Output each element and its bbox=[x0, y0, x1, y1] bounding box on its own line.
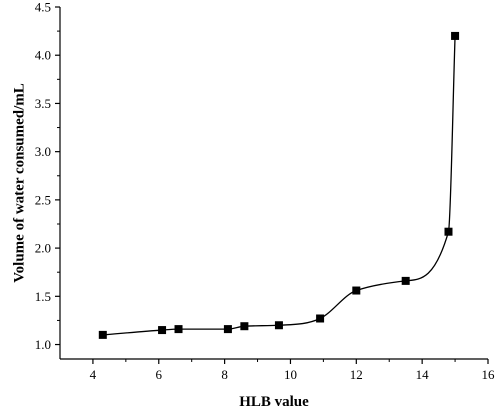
data-point-marker bbox=[240, 322, 249, 331]
data-point-marker bbox=[316, 314, 325, 323]
data-point-marker bbox=[174, 325, 183, 334]
y-tick-label: 3.5 bbox=[35, 96, 51, 111]
data-point-marker bbox=[444, 227, 453, 236]
data-point-marker bbox=[274, 321, 283, 330]
series-line bbox=[102, 35, 456, 336]
data-point-marker bbox=[352, 286, 361, 295]
data-point-marker bbox=[223, 325, 232, 334]
y-tick-label: 3.0 bbox=[35, 144, 51, 159]
x-axis-title: HLB value bbox=[239, 394, 309, 410]
x-tick-label: 8 bbox=[221, 367, 228, 382]
x-tick-label: 4 bbox=[90, 367, 97, 382]
y-tick-label: 1.0 bbox=[35, 337, 51, 352]
x-axis-ticks: 4 6 8 10 12 14 16 bbox=[90, 359, 495, 382]
x-tick-label: 14 bbox=[416, 367, 430, 382]
x-tick-label: 16 bbox=[482, 367, 496, 382]
data-point-marker bbox=[401, 276, 410, 285]
data-point-marker bbox=[158, 326, 167, 335]
y-tick-label: 4.0 bbox=[35, 48, 51, 63]
data-markers bbox=[98, 31, 460, 339]
x-tick-label: 12 bbox=[350, 367, 363, 382]
y-tick-label: 2.5 bbox=[35, 192, 51, 207]
data-point-marker bbox=[451, 31, 460, 40]
x-tick-label: 6 bbox=[156, 367, 163, 382]
x-tick-label: 10 bbox=[284, 367, 297, 382]
y-axis-title: Volume of water consumed/mL bbox=[11, 83, 27, 283]
y-axis-ticks: 1.0 1.5 2.0 2.5 3.0 3.5 4.0 4.5 bbox=[35, 0, 60, 352]
y-tick-label: 1.5 bbox=[35, 289, 51, 304]
y-tick-label: 4.5 bbox=[35, 0, 51, 15]
data-point-marker bbox=[98, 330, 107, 339]
axes bbox=[59, 7, 488, 360]
y-tick-label: 2.0 bbox=[35, 241, 51, 256]
